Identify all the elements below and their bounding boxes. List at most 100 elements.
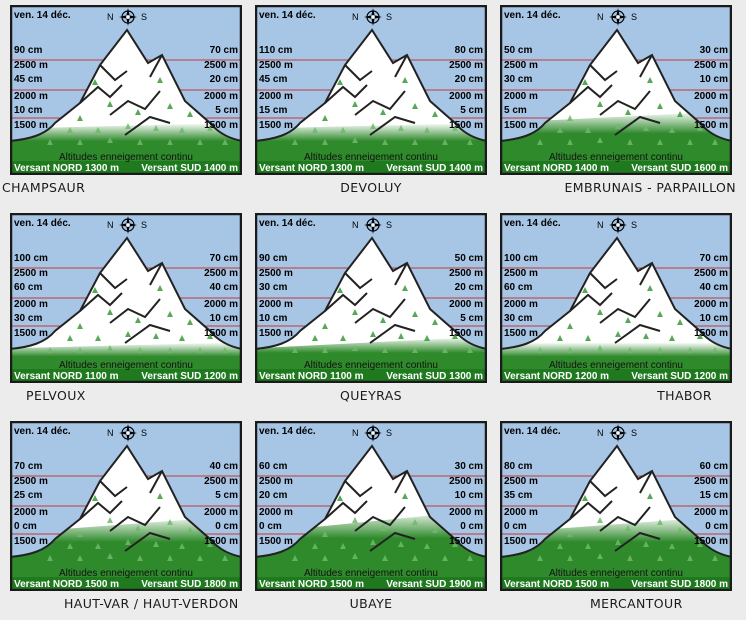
tree-icon xyxy=(597,137,603,143)
tree-icon xyxy=(92,79,98,85)
south-altitude: Versant SUD 1400 m xyxy=(141,163,238,174)
tree-icon xyxy=(402,493,408,499)
right-value: 5 cm xyxy=(460,105,483,116)
tree-icon xyxy=(687,139,693,145)
left-value: 1500 m xyxy=(259,536,293,547)
left-value: 2500 m xyxy=(14,268,48,279)
tree-icon xyxy=(615,331,621,337)
left-value: 0 cm xyxy=(504,521,527,532)
tree-icon xyxy=(657,347,663,353)
compass-south: S xyxy=(631,12,638,22)
right-value: 2500 m xyxy=(204,268,238,279)
date-label: ven. 14 déc. xyxy=(504,426,561,437)
compass-north: N xyxy=(107,428,114,438)
date-label: ven. 14 déc. xyxy=(14,426,71,437)
tree-icon xyxy=(567,347,573,353)
left-value: 80 cm xyxy=(504,461,533,472)
tree-icon xyxy=(442,347,448,353)
left-value: 2000 m xyxy=(259,507,293,518)
tree-icon xyxy=(567,555,573,561)
tree-icon xyxy=(557,127,563,133)
mountain-illustration xyxy=(255,213,487,383)
tree-icon xyxy=(77,115,83,121)
tree-icon xyxy=(167,103,173,109)
tree-icon xyxy=(412,139,418,145)
grass-area xyxy=(10,515,242,591)
left-value: 2000 m xyxy=(14,91,48,102)
tree-icon xyxy=(292,139,298,145)
right-value: 2500 m xyxy=(449,60,483,71)
right-value: 1500 m xyxy=(694,120,728,131)
left-value: 100 cm xyxy=(14,253,48,264)
tree-icon xyxy=(380,525,386,531)
left-value: 2000 m xyxy=(14,507,48,518)
tree-icon xyxy=(125,331,131,337)
left-value: 60 cm xyxy=(259,461,288,472)
left-value: 60 cm xyxy=(14,282,43,293)
tree-icon xyxy=(669,335,675,341)
tree-icon xyxy=(95,127,101,133)
tree-icon xyxy=(322,347,328,353)
tree-icon xyxy=(167,347,173,353)
tree-icon xyxy=(467,555,473,561)
tree-icon xyxy=(153,125,159,131)
tree-icon xyxy=(567,323,573,329)
tree-icon xyxy=(582,79,588,85)
mountain-illustration xyxy=(500,213,732,383)
mountain-illustration xyxy=(10,5,242,175)
tree-icon xyxy=(627,347,633,353)
tree-icon xyxy=(424,127,430,133)
snow-panel: ven. 14 déc. N S 70 cm 40 cm 2500 m 2500 m 25 c… xyxy=(10,421,242,591)
tree-icon xyxy=(207,333,213,339)
footer-caption: Altitudes enneigement continu xyxy=(59,360,193,371)
tree-icon xyxy=(135,525,141,531)
footer-caption: Altitudes enneigement continu xyxy=(304,568,438,579)
tree-icon xyxy=(452,333,458,339)
tree-icon xyxy=(207,541,213,547)
footer-caption: Altitudes enneigement continu xyxy=(549,152,683,163)
tree-icon xyxy=(312,543,318,549)
compass-icon xyxy=(119,216,137,234)
north-altitude: Versant NORD 1500 m xyxy=(504,579,610,590)
compass-north: N xyxy=(597,220,604,230)
left-value: 35 cm xyxy=(504,490,533,501)
tree-icon xyxy=(657,311,663,317)
right-value: 20 cm xyxy=(209,74,238,85)
right-value: 1500 m xyxy=(694,536,728,547)
forecast-cell: ven. 14 déc. N S 100 cm 70 cm 2500 m 2500 m 60 … xyxy=(0,208,242,412)
compass-north: N xyxy=(352,12,359,22)
right-value: 5 cm xyxy=(215,105,238,116)
tree-icon xyxy=(380,109,386,115)
left-value: 50 cm xyxy=(504,45,533,56)
tree-icon xyxy=(382,347,388,353)
left-value: 100 cm xyxy=(504,253,538,264)
tree-icon xyxy=(467,347,473,353)
tree-icon xyxy=(92,495,98,501)
mountain-illustration xyxy=(10,421,242,591)
compass-south: S xyxy=(141,220,148,230)
right-value: 2000 m xyxy=(204,507,238,518)
left-value: 1500 m xyxy=(14,120,48,131)
tree-icon xyxy=(107,309,113,315)
tree-icon xyxy=(77,323,83,329)
right-value: 2000 m xyxy=(204,91,238,102)
date-label: ven. 14 déc. xyxy=(504,218,561,229)
right-value: 1500 m xyxy=(204,536,238,547)
right-value: 5 cm xyxy=(215,490,238,501)
tree-icon xyxy=(322,531,328,537)
south-altitude: Versant SUD 1200 m xyxy=(141,371,238,382)
tree-icon xyxy=(197,139,203,145)
tree-icon xyxy=(77,347,83,353)
compass-icon xyxy=(609,8,627,26)
tree-icon xyxy=(697,333,703,339)
tree-icon xyxy=(370,539,376,545)
tree-icon xyxy=(432,111,438,117)
mountain-illustration xyxy=(255,421,487,591)
right-value: 1500 m xyxy=(204,120,238,131)
right-value: 20 cm xyxy=(454,74,483,85)
tree-icon xyxy=(340,335,346,341)
tree-icon xyxy=(340,543,346,549)
region-name: PELVOUX xyxy=(26,388,86,403)
right-value: 2000 m xyxy=(449,299,483,310)
tree-icon xyxy=(352,517,358,523)
